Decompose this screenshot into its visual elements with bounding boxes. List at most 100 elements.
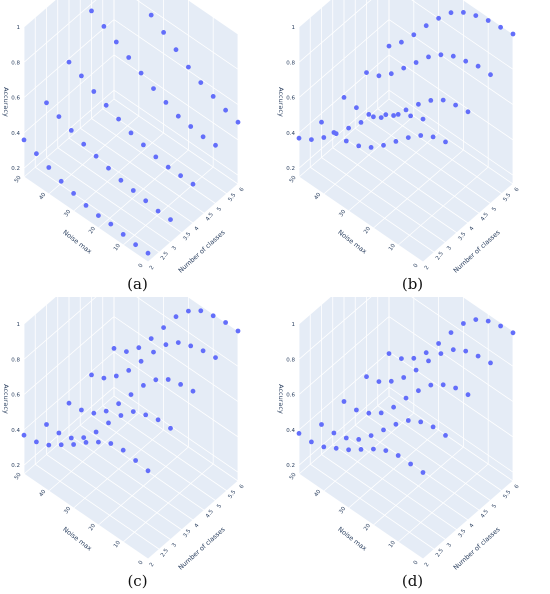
data-point xyxy=(21,137,27,143)
data-point xyxy=(44,100,49,106)
data-point xyxy=(153,154,159,160)
grid-y-floor xyxy=(23,98,115,178)
data-point xyxy=(413,367,419,373)
data-point xyxy=(106,165,111,171)
data-point xyxy=(416,101,421,107)
data-point xyxy=(223,320,229,325)
grid-y-floor xyxy=(48,115,140,195)
grid-x-floor xyxy=(57,444,182,531)
subfigure-caption-a: (a) xyxy=(127,275,148,293)
data-point xyxy=(388,378,394,384)
data-point xyxy=(346,125,351,131)
grid-z-left xyxy=(298,0,331,28)
x-tick-label: 2.5 xyxy=(160,547,170,558)
grid-x-floor xyxy=(355,424,480,511)
x-tick-label: 5.5 xyxy=(502,192,512,203)
data-point xyxy=(405,135,411,141)
grid-z-left xyxy=(298,0,372,63)
data-point xyxy=(89,8,94,14)
grid-x-floor xyxy=(388,395,514,482)
grid-z-right xyxy=(411,0,514,70)
data-point xyxy=(198,80,204,85)
grid-y-floor xyxy=(373,446,464,526)
data-point xyxy=(381,427,386,433)
data-point xyxy=(391,404,396,410)
grid-y-floor xyxy=(298,98,390,178)
data-point xyxy=(126,368,132,373)
data-point xyxy=(321,135,327,140)
back-pane-right xyxy=(114,297,238,481)
data-point xyxy=(71,442,76,447)
grid-x-floor xyxy=(68,137,194,224)
data-point xyxy=(81,435,87,440)
y-tick-label: 30 xyxy=(63,506,72,516)
x-tick-label: 5 xyxy=(216,206,223,213)
data-point xyxy=(83,440,89,445)
grid-x-floor xyxy=(298,176,424,263)
back-pane-right xyxy=(389,297,513,481)
data-point xyxy=(395,453,401,458)
grid-z-right xyxy=(113,89,239,176)
data-point xyxy=(453,102,458,108)
data-point xyxy=(145,468,151,474)
data-point xyxy=(438,52,444,58)
data-point xyxy=(405,418,411,423)
data-point xyxy=(66,59,72,65)
chart-svg-c: 2 2.53 3.54 4.55 5.56 0 10 20 30 40 50 0.2 0.4 0.6 0.8… xyxy=(2,297,246,572)
grid-x-floor xyxy=(366,118,491,204)
data-point xyxy=(453,385,458,391)
grid-y-floor xyxy=(348,429,439,509)
data-point xyxy=(68,127,74,133)
y-tick-label: 20 xyxy=(363,523,372,533)
data-point xyxy=(321,444,327,450)
data-point xyxy=(378,115,384,120)
grid-z-left xyxy=(298,316,390,395)
y-tick-label: 20 xyxy=(88,226,97,236)
data-point xyxy=(58,442,64,448)
data-point xyxy=(93,153,99,159)
grid-y-floor xyxy=(48,412,140,492)
data-point xyxy=(124,349,129,354)
data-point xyxy=(436,341,441,346)
grid-z-right xyxy=(113,351,239,438)
data-point xyxy=(296,135,302,141)
x-tick-label: 4.5 xyxy=(480,211,490,222)
data-point xyxy=(371,114,376,120)
data-point xyxy=(309,439,314,445)
grid-z-left xyxy=(23,297,97,360)
data-point xyxy=(443,433,448,438)
data-point xyxy=(319,422,324,427)
data-point xyxy=(178,382,184,387)
grid-z-left xyxy=(23,19,115,98)
data-point xyxy=(210,94,216,99)
data-point xyxy=(443,139,448,145)
data-point xyxy=(128,130,134,136)
data-point xyxy=(450,53,456,59)
data-point xyxy=(210,313,216,319)
grid-y-floor xyxy=(422,480,514,560)
x-tick-label: 5 xyxy=(491,206,498,213)
grid-y-floor xyxy=(147,183,239,263)
x-tick-label: 5.5 xyxy=(227,489,237,500)
grid-z-right xyxy=(462,0,514,35)
x-tick-label: 3.5 xyxy=(182,528,192,539)
x-tick-label: 2 xyxy=(149,265,156,271)
x-tick-label: 5.5 xyxy=(502,489,512,500)
data-point xyxy=(381,142,386,148)
z-tick-label: 1 xyxy=(292,25,296,31)
data-point xyxy=(485,318,491,324)
grid-y-floor xyxy=(397,166,489,246)
y-tick-label: 40 xyxy=(314,192,323,202)
chart-svg-a: 2 2.53 3.54 4.55 5.56 0 10 20 30 40 50 0.2 0.4 0.6 0.8… xyxy=(2,0,246,275)
x-tick-label: 4 xyxy=(469,522,476,529)
x-tick-label: 5 xyxy=(216,503,223,510)
data-point xyxy=(190,388,196,394)
grid-y-floor xyxy=(98,149,189,229)
data-point xyxy=(198,308,204,314)
data-point xyxy=(161,325,167,330)
data-point xyxy=(163,342,169,348)
data-point xyxy=(354,105,359,111)
data-point xyxy=(44,422,49,427)
data-point xyxy=(155,417,161,423)
data-point xyxy=(128,392,134,397)
